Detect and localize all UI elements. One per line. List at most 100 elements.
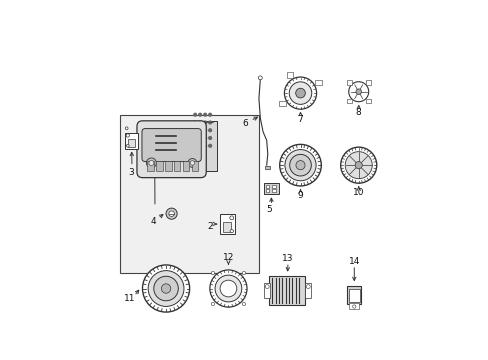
Circle shape bbox=[355, 89, 361, 95]
FancyBboxPatch shape bbox=[315, 80, 322, 85]
Text: 14: 14 bbox=[348, 257, 359, 266]
FancyBboxPatch shape bbox=[346, 99, 351, 103]
Bar bbox=[173, 161, 180, 171]
Circle shape bbox=[284, 77, 316, 109]
Circle shape bbox=[126, 144, 129, 147]
Circle shape bbox=[295, 161, 305, 170]
FancyBboxPatch shape bbox=[286, 72, 293, 78]
Circle shape bbox=[258, 76, 262, 80]
Bar bbox=[174, 121, 217, 171]
Circle shape bbox=[340, 147, 376, 183]
Bar bbox=[147, 161, 154, 171]
Circle shape bbox=[198, 144, 201, 147]
Circle shape bbox=[187, 158, 197, 167]
Circle shape bbox=[220, 280, 236, 297]
Circle shape bbox=[193, 121, 196, 124]
Bar bbox=[265, 189, 269, 192]
Circle shape bbox=[352, 305, 355, 308]
Circle shape bbox=[203, 121, 206, 124]
Circle shape bbox=[166, 208, 177, 219]
FancyBboxPatch shape bbox=[264, 166, 269, 169]
Bar bbox=[128, 139, 135, 147]
Bar bbox=[271, 189, 275, 192]
Text: 3: 3 bbox=[128, 168, 133, 177]
Circle shape bbox=[154, 276, 178, 301]
Circle shape bbox=[193, 129, 196, 132]
Circle shape bbox=[193, 144, 196, 147]
Bar bbox=[348, 289, 359, 302]
Circle shape bbox=[242, 271, 245, 275]
Circle shape bbox=[125, 127, 128, 130]
Bar bbox=[156, 161, 163, 171]
Text: 10: 10 bbox=[352, 188, 364, 197]
Bar bbox=[120, 115, 259, 273]
Circle shape bbox=[190, 161, 194, 165]
Bar bbox=[305, 283, 310, 298]
Circle shape bbox=[208, 136, 211, 139]
Circle shape bbox=[211, 271, 214, 275]
FancyBboxPatch shape bbox=[142, 129, 201, 162]
Bar bbox=[264, 283, 269, 298]
Circle shape bbox=[289, 82, 311, 104]
Circle shape bbox=[198, 113, 201, 116]
Bar bbox=[265, 185, 269, 188]
Circle shape bbox=[203, 113, 206, 116]
FancyBboxPatch shape bbox=[137, 121, 206, 177]
Text: 5: 5 bbox=[266, 205, 271, 214]
Circle shape bbox=[230, 229, 233, 233]
Bar bbox=[223, 222, 230, 232]
Circle shape bbox=[208, 113, 211, 116]
Circle shape bbox=[209, 270, 246, 307]
Text: 8: 8 bbox=[355, 108, 361, 117]
Text: 7: 7 bbox=[297, 115, 303, 124]
Text: 12: 12 bbox=[223, 253, 234, 262]
Circle shape bbox=[285, 149, 315, 181]
Text: 1: 1 bbox=[180, 276, 185, 285]
Bar bbox=[264, 183, 279, 194]
Circle shape bbox=[148, 161, 154, 166]
Circle shape bbox=[203, 136, 206, 139]
Circle shape bbox=[289, 154, 311, 176]
Circle shape bbox=[198, 136, 201, 139]
Bar bbox=[269, 276, 305, 305]
Circle shape bbox=[198, 129, 201, 132]
Circle shape bbox=[354, 162, 362, 169]
Bar bbox=[348, 303, 359, 309]
FancyBboxPatch shape bbox=[346, 80, 351, 85]
FancyBboxPatch shape bbox=[365, 99, 370, 103]
Text: 4: 4 bbox=[150, 217, 156, 226]
Circle shape bbox=[126, 134, 129, 137]
Circle shape bbox=[279, 144, 321, 186]
Bar bbox=[346, 286, 361, 304]
Circle shape bbox=[142, 265, 189, 312]
Circle shape bbox=[229, 216, 233, 220]
Circle shape bbox=[203, 144, 206, 147]
Bar bbox=[125, 133, 138, 149]
Bar bbox=[164, 161, 171, 171]
FancyBboxPatch shape bbox=[278, 101, 285, 107]
Circle shape bbox=[242, 302, 245, 306]
Text: 9: 9 bbox=[297, 191, 303, 200]
Circle shape bbox=[168, 211, 174, 216]
FancyBboxPatch shape bbox=[365, 80, 370, 85]
Circle shape bbox=[146, 158, 156, 168]
Circle shape bbox=[265, 285, 268, 288]
Circle shape bbox=[211, 302, 214, 306]
Circle shape bbox=[203, 129, 206, 132]
Text: 11: 11 bbox=[123, 294, 135, 303]
Circle shape bbox=[295, 88, 305, 98]
Circle shape bbox=[148, 271, 183, 306]
Circle shape bbox=[193, 136, 196, 139]
Circle shape bbox=[161, 284, 170, 293]
Circle shape bbox=[208, 121, 211, 124]
Circle shape bbox=[198, 121, 201, 124]
Circle shape bbox=[348, 82, 368, 102]
Bar bbox=[220, 214, 235, 234]
Bar bbox=[183, 161, 189, 171]
Bar bbox=[271, 185, 275, 188]
Text: 6: 6 bbox=[242, 118, 248, 127]
Circle shape bbox=[345, 152, 371, 179]
Circle shape bbox=[208, 144, 211, 147]
Text: 13: 13 bbox=[282, 255, 293, 264]
Circle shape bbox=[208, 129, 211, 132]
